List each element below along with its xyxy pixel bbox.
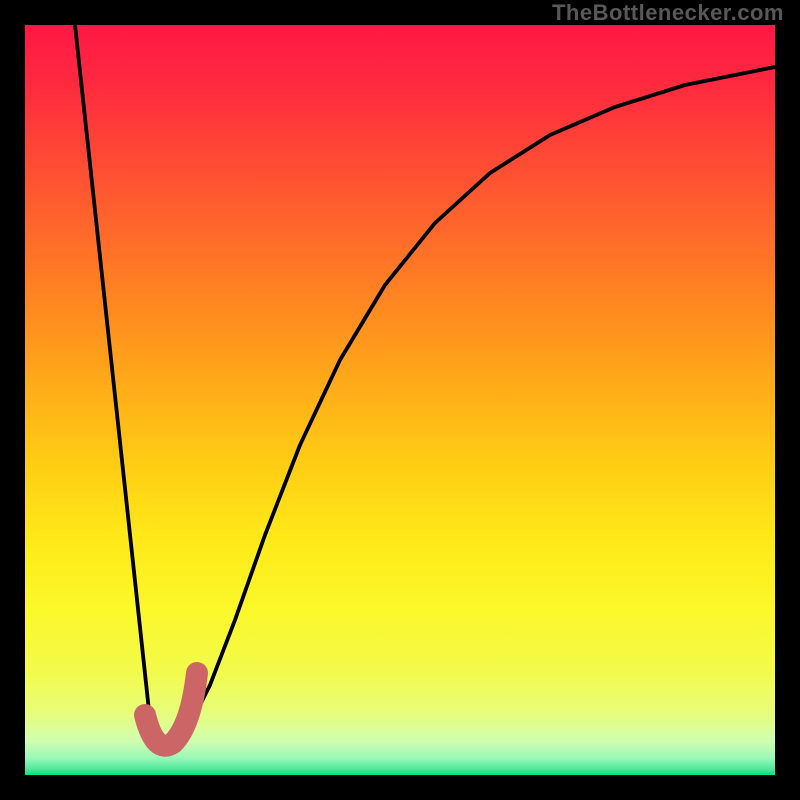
- gradient-background-rect: [25, 25, 775, 775]
- chart-outer-frame: TheBottlenecker.com: [0, 0, 800, 800]
- bottleneck-chart-svg: [25, 25, 775, 775]
- chart-inner-panel: [25, 25, 775, 775]
- watermark-text: TheBottlenecker.com: [552, 0, 784, 26]
